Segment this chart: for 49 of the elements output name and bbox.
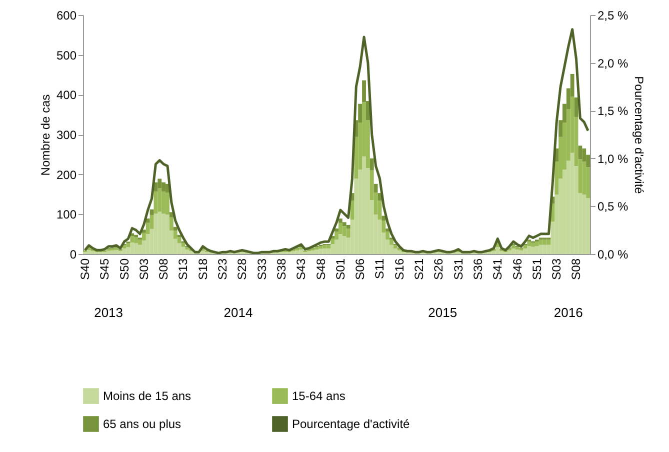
legend-label: 15-64 ans (292, 389, 346, 404)
x-tick-label: S03 (136, 258, 151, 280)
y2-tick-label: 2,5 % (598, 8, 629, 22)
x-tick-label: S31 (451, 258, 466, 280)
x-tick-label: S36 (470, 258, 485, 280)
legend-label: Moins de 15 ans (103, 389, 192, 404)
y-tick-label: 600 (56, 8, 77, 22)
y2-tick-label: 0,0 % (598, 248, 629, 262)
x-tick-label: S45 (98, 258, 112, 280)
y-tick-label: 500 (56, 48, 77, 62)
x-tick-label: S51 (530, 258, 544, 280)
x-tick-label: S16 (392, 258, 406, 280)
x-tick-label: S18 (196, 258, 210, 280)
x-tick-label: S23 (216, 258, 230, 280)
x-tick-label: S11 (372, 258, 387, 279)
x-tick-label: S40 (78, 258, 92, 280)
y2-tick-label: 0,5 % (598, 200, 629, 214)
y2-tick-label: 1,0 % (598, 152, 629, 166)
y2-axis-title: Pourcentage d'activité (632, 76, 646, 194)
text: 2014 (224, 305, 253, 320)
x-tick-label: S03 (550, 258, 564, 280)
y-tick-label: 400 (56, 88, 77, 102)
y-tick-label: 0 (70, 248, 77, 262)
x-tick-label: S01 (333, 258, 348, 280)
y-tick-label: 200 (56, 168, 77, 182)
x-tick-label: S43 (294, 258, 308, 280)
text: 2016 (554, 305, 583, 320)
x-tick-label: S21 (412, 258, 426, 280)
x-tick-label: S08 (156, 258, 171, 280)
y2-tick-label: 2,0 % (598, 56, 629, 70)
x-tick-label: S33 (254, 258, 269, 280)
x-tick-label: S08 (569, 258, 584, 280)
x-tick-label: S06 (353, 258, 368, 280)
text: 2013 (94, 305, 124, 320)
x-tick-label: S28 (235, 258, 250, 280)
x-tick-label: S48 (314, 258, 328, 280)
y2-tick-label: 1,5 % (598, 104, 629, 118)
text: 2015 (428, 305, 458, 320)
x-tick-label: S46 (510, 258, 524, 280)
y-axis-title: Nombre de cas (38, 94, 52, 176)
x-tick-label: S13 (176, 258, 190, 280)
x-tick-label: S26 (432, 258, 446, 280)
y-tick-label: 100 (56, 208, 77, 222)
legend-label: Pourcentage d'activité (292, 417, 410, 431)
y-tick-label: 300 (56, 128, 77, 142)
x-tick-label: S41 (490, 258, 505, 280)
x-tick-label: S50 (117, 258, 132, 280)
x-tick-label: S38 (274, 258, 288, 280)
legend-label: 65 ans ou plus (103, 417, 182, 431)
